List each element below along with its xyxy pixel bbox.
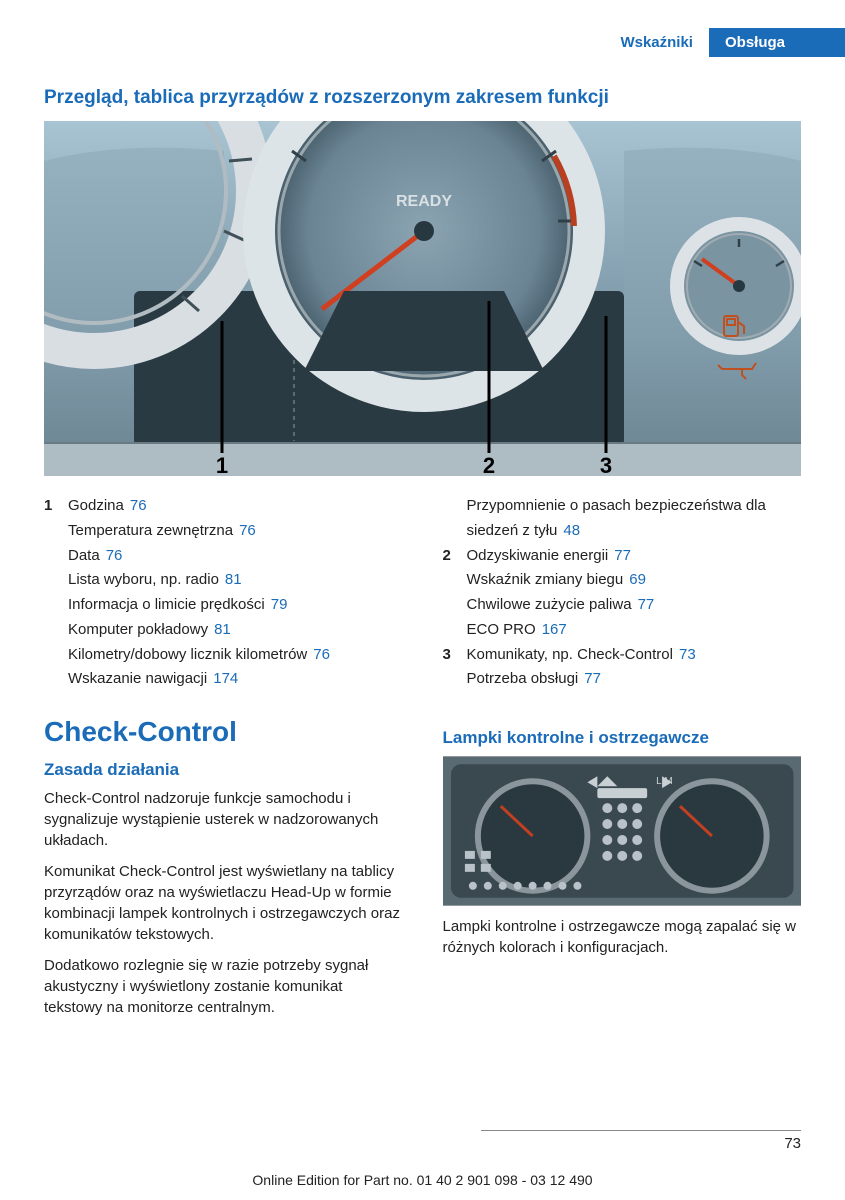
page-ref[interactable]: 48 [563, 522, 580, 539]
ref-text: Potrzeba obsługi77 [467, 667, 802, 692]
page-ref[interactable]: 76 [106, 547, 123, 564]
ref-text: Odzyskiwanie energii77 [467, 544, 802, 569]
body-paragraph: Check-Control nadzoruje funkcje samochod… [44, 788, 403, 851]
check-control-subtitle: Zasada działania [44, 760, 403, 780]
svg-text:READY: READY [396, 193, 452, 210]
page-ref[interactable]: 76 [313, 646, 330, 663]
footer-edition: Online Edition for Part no. 01 40 2 901 … [0, 1172, 845, 1188]
ref-text: Data76 [68, 544, 403, 569]
reference-list: 1Godzina76 Temperatura zewnętrzna76 Data… [44, 494, 801, 692]
overview-title: Przegląd, tablica przyrządów z rozszerzo… [44, 87, 801, 109]
ref-text: Wskaźnik zmiany biegu69 [467, 568, 802, 593]
ref-number: 2 [443, 544, 467, 569]
lamps-caption: Lampki kontrolne i ostrzegawcze mogą zap… [443, 916, 802, 958]
page-ref[interactable]: 81 [225, 571, 242, 588]
page-ref[interactable]: 79 [271, 596, 288, 613]
body-paragraph: Komunikat Check-Control jest wyświetlany… [44, 861, 403, 945]
ref-number: 1 [44, 494, 68, 519]
ref-text: Lista wyboru, np. radio81 [68, 568, 403, 593]
page-number: 73 [481, 1130, 801, 1152]
instrument-cluster-figure: READY [44, 121, 801, 476]
warning-lamps-figure: LIM [443, 756, 802, 906]
svg-text:3: 3 [600, 453, 612, 476]
page-ref[interactable]: 69 [629, 571, 646, 588]
page-ref[interactable]: 77 [638, 596, 655, 613]
svg-text:2: 2 [483, 453, 495, 476]
ref-text: Informacja o limicie prędkości79 [68, 593, 403, 618]
ref-text: Komputer pokładowy81 [68, 618, 403, 643]
page-ref[interactable]: 77 [614, 547, 631, 564]
ref-text: Chwilowe zużycie paliwa77 [467, 593, 802, 618]
tab-operation: Obsługa [709, 28, 845, 57]
page-ref[interactable]: 73 [679, 646, 696, 663]
tab-indicators: Wskaźniki [604, 28, 709, 57]
ref-number: 3 [443, 643, 467, 668]
svg-text:1: 1 [216, 453, 228, 476]
ref-text: Komunikaty, np. Check-Control73 [467, 643, 802, 668]
check-control-title: Check-Control [44, 716, 403, 748]
ref-text: ECO PRO167 [467, 618, 802, 643]
ref-text: Godzina76 [68, 494, 403, 519]
page-ref[interactable]: 77 [584, 670, 601, 687]
page-ref[interactable]: 76 [239, 522, 256, 539]
ref-text: Kilometry/dobowy licznik kilometrów76 [68, 643, 403, 668]
body-paragraph: Dodatkowo rozlegnie się w razie potrzeby… [44, 955, 403, 1018]
ref-text: Temperatura zewnętrzna76 [68, 519, 403, 544]
page-ref[interactable]: 81 [214, 621, 231, 638]
ref-text: Przypomnienie o pasach bezpieczeństwa dl… [467, 494, 802, 544]
warning-lamps-title: Lampki kontrolne i ostrzegawcze [443, 728, 802, 748]
page-ref[interactable]: 167 [542, 621, 567, 638]
ref-text: Wskazanie nawigacji174 [68, 667, 403, 692]
page-ref[interactable]: 174 [213, 670, 238, 687]
page-ref[interactable]: 76 [130, 497, 147, 514]
header-tabs: Wskaźniki Obsługa [44, 28, 801, 57]
